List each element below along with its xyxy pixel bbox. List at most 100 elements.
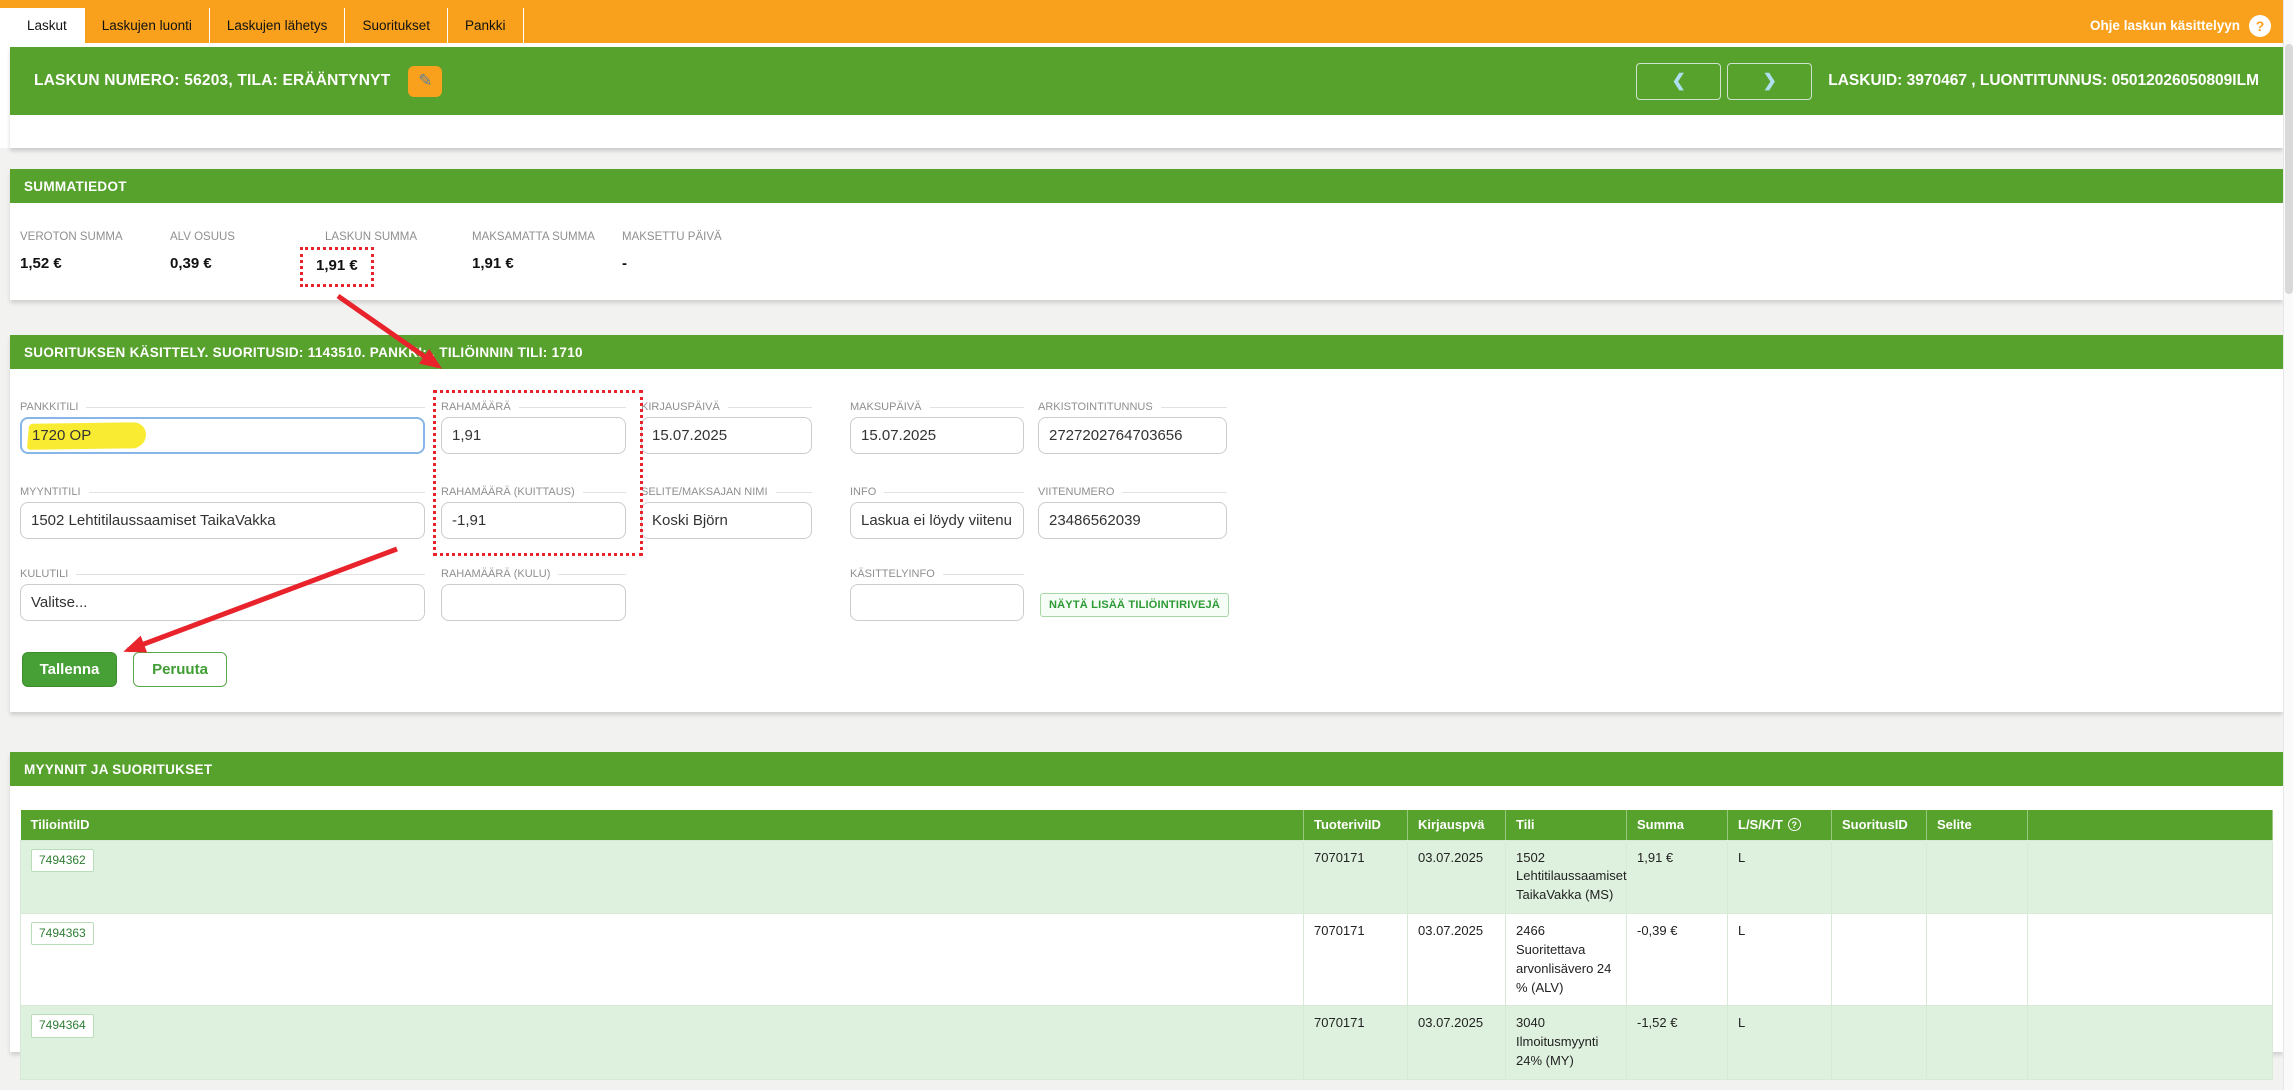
myyntitili-field: MYYNTITILI — [20, 485, 425, 539]
tab-laskut[interactable]: Laskut — [10, 8, 85, 43]
help-link[interactable]: Ohje laskun käsittelyyn — [2089, 18, 2240, 33]
pankkitili-field: PANKKITILI — [20, 400, 425, 454]
kirjauspaiva-label: KIRJAUSPÄIVÄ — [641, 400, 812, 414]
kirjauspaiva-input[interactable] — [641, 417, 812, 454]
suoritus-id-cell — [1831, 1005, 1927, 1080]
help-question-icon[interactable]: ? — [2249, 14, 2271, 37]
payment-section-header: SUORITUKSEN KÄSITTELY. SUORITUSID: 11435… — [10, 335, 2283, 369]
tab-pankki[interactable]: Pankki — [448, 8, 524, 43]
tab-laskujen-luonti[interactable]: Laskujen luonti — [85, 8, 210, 43]
tuoterivi-id-cell: 7070171 — [1303, 839, 1408, 915]
rahamaara-kuittaus-field: RAHAMÄÄRÄ (KUITTAUS) — [441, 485, 626, 539]
arkistointitunnus-input[interactable] — [1038, 417, 1227, 454]
tuoterivi-id-cell: 7070171 — [1303, 1005, 1408, 1080]
kulutili-label: KULUTILI — [20, 567, 425, 581]
maksamatta-summa-label: MAKSAMATTA SUMMA — [472, 231, 595, 243]
kasittelyinfo-input[interactable] — [850, 584, 1024, 621]
veroton-summa-value: 1,52 € — [20, 255, 62, 272]
alv-osuus-label: ALV OSUUS — [170, 231, 235, 243]
selite-cell — [1926, 1005, 2028, 1080]
vertical-scrollbar[interactable] — [2283, 0, 2293, 1090]
invoice-ids-text: LASKUID: 3970467 , LUONTITUNNUS: 0501202… — [1828, 72, 2259, 89]
help-area: Ohje laskun käsittelyyn ? — [2090, 8, 2283, 43]
rahamaara-kuittaus-label: RAHAMÄÄRÄ (KUITTAUS) — [441, 485, 626, 499]
tab-laskujen-lahetys[interactable]: Laskujen lähetys — [210, 8, 346, 43]
viitenumero-input[interactable] — [1038, 502, 1227, 539]
maksettu-paiva-field: MAKSETTU PÄIVÄ - — [622, 231, 722, 272]
rahamaara-field: RAHAMÄÄRÄ — [441, 400, 626, 454]
sales-section-title: MYYNNIT JA SUORITUKSET — [24, 761, 213, 777]
myyntitili-label: MYYNTITILI — [20, 485, 425, 499]
alv-osuus-field: ALV OSUUS 0,39 € — [170, 231, 235, 272]
tiliointi-id-cell: 7494363 — [20, 913, 1304, 1007]
chevron-left-icon: ❮ — [1671, 71, 1686, 90]
kirjauspva-cell: 03.07.2025 — [1407, 839, 1506, 915]
edit-invoice-button[interactable]: ✎ — [408, 65, 443, 97]
table-row: 7494362 7070171 03.07.2025 1502 Lehtitil… — [20, 839, 2273, 915]
empty-cell — [2027, 839, 2273, 915]
next-invoice-button[interactable]: ❯ — [1727, 62, 1813, 100]
kirjauspva-cell: 03.07.2025 — [1407, 1005, 1506, 1080]
kulutili-select[interactable] — [20, 584, 425, 621]
maksupaiva-input[interactable] — [850, 417, 1024, 454]
tab-suoritukset[interactable]: Suoritukset — [345, 8, 448, 43]
col-tiliointi-id: TiliointiID — [20, 810, 1304, 840]
rahamaara-input[interactable] — [441, 417, 626, 454]
viitenumero-field: VIITENUMERO — [1038, 485, 1227, 539]
cancel-button[interactable]: Peruuta — [133, 652, 227, 687]
lskt-label: L/S/K/T — [1738, 817, 1783, 833]
info-label: INFO — [850, 485, 1024, 499]
tiliointi-id-link[interactable]: 7494364 — [31, 1014, 94, 1038]
rahamaara-kuittaus-input[interactable] — [441, 502, 626, 539]
invoice-header-bar: LASKUN NUMERO: 56203, TILA: ERÄÄNTYNYT ✎… — [10, 47, 2283, 115]
show-more-accounting-rows-link[interactable]: NÄYTÄ LISÄÄ TILIÖINTIRIVEJÄ — [1040, 593, 1230, 617]
tuoterivi-id-cell: 7070171 — [1303, 913, 1408, 1007]
pankkitili-label: PANKKITILI — [20, 400, 425, 414]
kirjauspva-cell: 03.07.2025 — [1407, 913, 1506, 1007]
table-header-row: TiliointiID TuoteriviID Kirjauspvä Tili … — [20, 810, 2273, 840]
table-row: 7494364 7070171 03.07.2025 3040 Ilmoitus… — [20, 1005, 2273, 1080]
maksettu-paiva-label: MAKSETTU PÄIVÄ — [622, 231, 722, 243]
maksupaiva-field: MAKSUPÄIVÄ — [850, 400, 1024, 454]
invoice-header-panel: LASKUN NUMERO: 56203, TILA: ERÄÄNTYNYT ✎… — [10, 47, 2283, 148]
summary-title: SUMMATIEDOT — [24, 178, 127, 194]
payment-form: PANKKITILI RAHAMÄÄRÄ KIRJAUSPÄIVÄ MAKSUP… — [10, 369, 2283, 712]
selite-cell — [1926, 839, 2028, 915]
save-button[interactable]: Tallenna — [22, 652, 117, 687]
kasittelyinfo-field: KÄSITTELYINFO — [850, 567, 1024, 621]
summary-panel: SUMMATIEDOT VEROTON SUMMA 1,52 € ALV OSU… — [10, 169, 2283, 300]
kulutili-field: KULUTILI — [20, 567, 425, 621]
pankkitili-input[interactable] — [20, 417, 425, 454]
empty-cell — [2027, 913, 2273, 1007]
arkistointitunnus-label: ARKISTOINTITUNNUS — [1038, 400, 1227, 414]
laskun-summa-field: LASKUN SUMMA 1,91 € — [300, 231, 417, 287]
selite-cell — [1926, 913, 2028, 1007]
info-field: INFO — [850, 485, 1024, 539]
myyntitili-input[interactable] — [20, 502, 425, 539]
summa-cell: -1,52 € — [1626, 1005, 1728, 1080]
payment-handling-panel: SUORITUKSEN KÄSITTELY. SUORITUSID: 11435… — [10, 335, 2283, 712]
tili-cell: 2466 Suoritettava arvonlisävero 24 % (AL… — [1505, 913, 1627, 1007]
col-tuoterivi-id: TuoteriviID — [1303, 810, 1408, 840]
info-input[interactable] — [850, 502, 1024, 539]
veroton-summa-field: VEROTON SUMMA 1,52 € — [20, 231, 123, 272]
red-dotted-annotation-box: 1,91 € — [300, 247, 374, 287]
tiliointi-id-link[interactable]: 7494363 — [31, 922, 94, 946]
veroton-summa-label: VEROTON SUMMA — [20, 231, 123, 243]
scrollbar-thumb[interactable] — [2285, 44, 2293, 294]
viitenumero-label: VIITENUMERO — [1038, 485, 1227, 499]
kirjauspaiva-field: KIRJAUSPÄIVÄ — [641, 400, 812, 454]
rahamaara-label: RAHAMÄÄRÄ — [441, 400, 626, 414]
invoice-title: LASKUN NUMERO: 56203, TILA: ERÄÄNTYNYT — [34, 72, 391, 89]
sales-section-header: MYYNNIT JA SUORITUKSET — [10, 752, 2283, 786]
col-selite: Selite — [1926, 810, 2028, 840]
tili-cell: 1502 Lehtitilaussaamiset TaikaVakka (MS) — [1505, 839, 1627, 915]
tiliointi-id-link[interactable]: 7494362 — [31, 848, 94, 872]
col-summa: Summa — [1626, 810, 1728, 840]
rahamaara-kulu-input[interactable] — [441, 584, 626, 621]
previous-invoice-button[interactable]: ❮ — [1636, 62, 1722, 100]
info-circle-icon[interactable]: ? — [1787, 818, 1801, 832]
selite-maksajan-nimi-field: SELITE/MAKSAJAN NIMI — [641, 485, 812, 539]
maksamatta-summa-value: 1,91 € — [472, 255, 514, 272]
selite-maksajan-nimi-input[interactable] — [641, 502, 812, 539]
